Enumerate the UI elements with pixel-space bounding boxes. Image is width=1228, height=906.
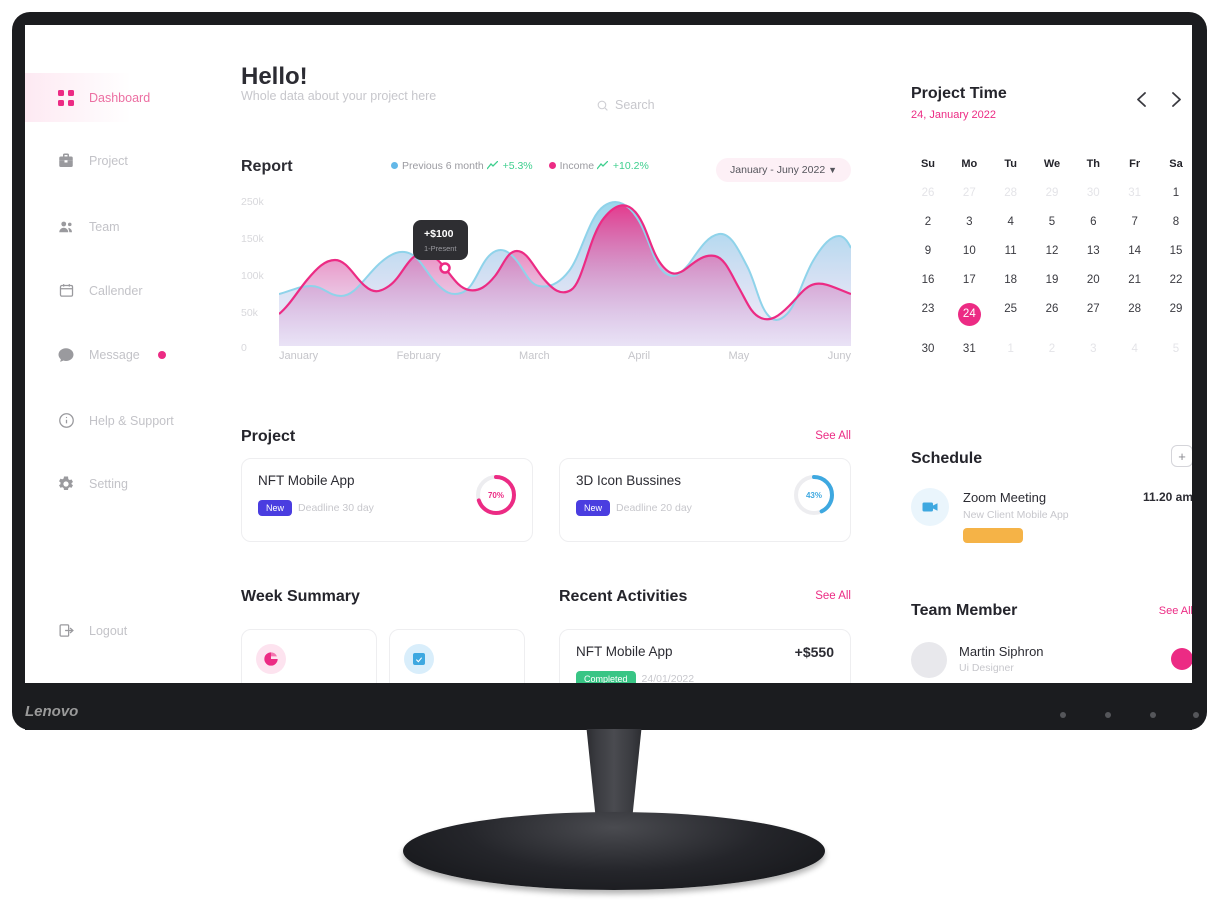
svg-text:70%: 70% (488, 491, 504, 500)
svg-text:43%: 43% (806, 491, 822, 500)
